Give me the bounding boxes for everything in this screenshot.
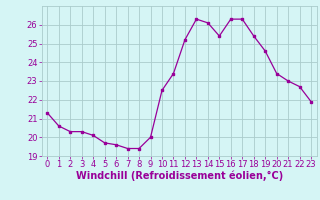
X-axis label: Windchill (Refroidissement éolien,°C): Windchill (Refroidissement éolien,°C) <box>76 171 283 181</box>
